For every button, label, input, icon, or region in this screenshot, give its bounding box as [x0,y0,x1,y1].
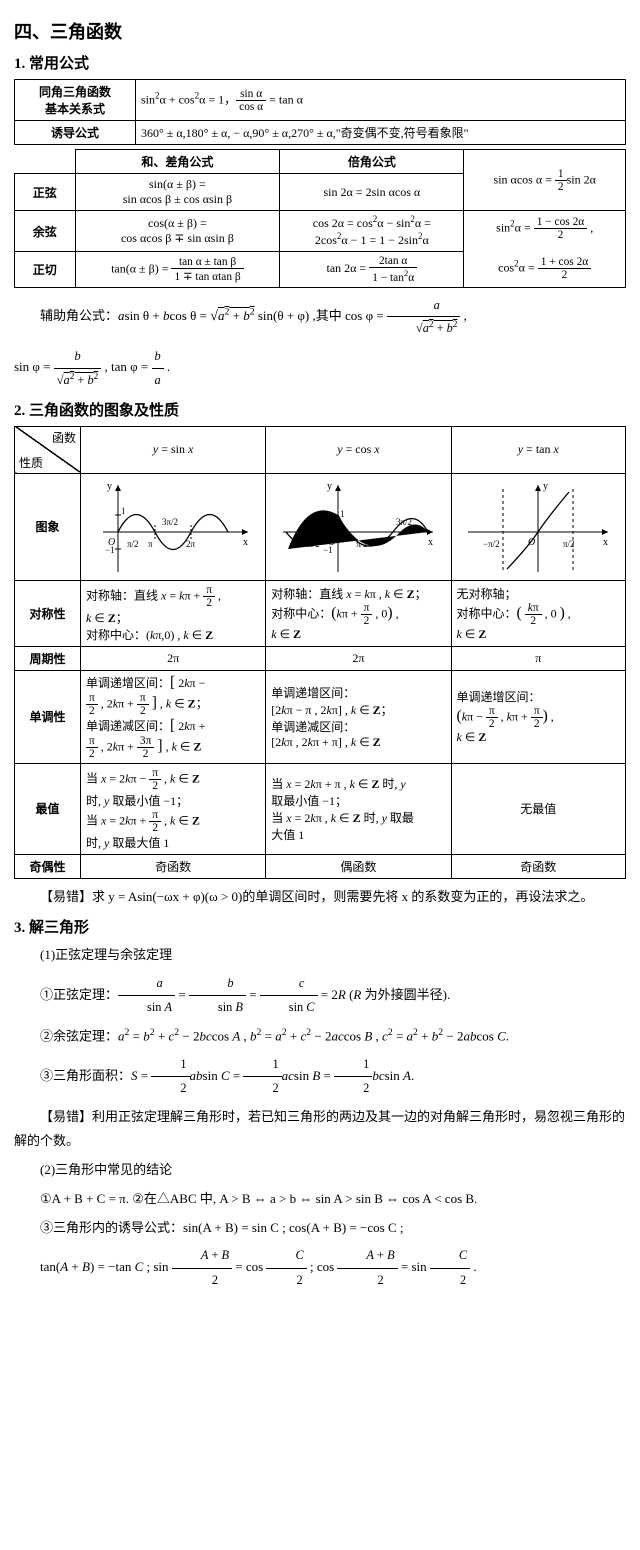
sin-double: sin 2α = 2sin αcos α [280,174,464,211]
row-label-tan: 正切 [15,252,76,288]
s3-law-sines: ①正弦定理：asin A = bsin B = csin C = 2R (R 为… [14,972,626,1020]
par-sin: 奇函数 [81,854,266,878]
sym-cos: 对称轴：直线 x = kπ , k ∈ Z；对称中心：(kπ + π2 , 0)… [266,580,451,646]
identity-cell: sin2α + cos2α = 1，sin αcos α = tan α [136,80,626,121]
row-graph: 图象 [15,473,81,580]
svg-text:3π/2: 3π/2 [396,517,412,527]
svg-text:−π/2: −π/2 [303,539,320,549]
ext-cos: 当 x = 2kπ + π , k ∈ Z 时, y取最小值 −1；当 x = … [266,763,451,854]
sum-diff-table: 和、差角公式倍角公式sin αcos α = 12sin 2α 正弦sin(α … [14,149,626,288]
svg-text:π: π [148,539,153,549]
col-tan: y = tan x [451,426,625,473]
s3-area: ③三角形面积：S = 12absin C = 12acsin B = 12bcs… [14,1053,626,1101]
svg-text:2π: 2π [186,539,196,549]
cos-sum: cos(α ± β) =cos αcos β ∓ sin αsin β [75,211,280,252]
per-tan: π [451,646,625,670]
svg-text:π/2: π/2 [563,539,575,549]
cos-double: cos 2α = cos2α − sin2α =2cos2α − 1 = 1 −… [280,211,464,252]
aux-angle-2: sin φ = b√a2 + b2 , tan φ = ba . [14,345,626,391]
sym-sin: 对称轴：直线 x = kπ + π2 ,k ∈ Z；对称中心：(kπ,0) , … [81,580,266,646]
col-sin: y = sin x [81,426,266,473]
section1-heading: 1. 常用公式 [14,52,626,73]
section2-heading: 2. 三角函数的图象及性质 [14,399,626,420]
svg-text:3π/2: 3π/2 [162,517,178,527]
mon-cos: 单调递增区间：[2kπ − π , 2kπ] , k ∈ Z；单调递减区间：[2… [266,670,451,763]
induction-cell: 360° ± α,180° ± α, − α,90° ± α,270° ± α,… [136,121,626,145]
diag-top: 函数 [52,429,76,446]
svg-text:y: y [327,481,332,492]
page-title: 四、三角函数 [14,18,626,44]
sin-graph: xyO1−1ππ/23π/22π [81,473,266,580]
tan-graph: x y O −π/2 π/2 [451,473,625,580]
svg-text:π/2: π/2 [356,539,368,549]
par-tan: 奇函数 [451,854,625,878]
row-label-cos: 余弦 [15,211,76,252]
svg-text:O: O [528,537,535,548]
svg-text:y: y [543,481,548,492]
mon-tan: 单调递增区间：(kπ − π2 , kπ + π2) ,k ∈ Z [451,670,625,763]
svg-text:x: x [243,537,248,548]
row-label-sin: 正弦 [15,174,76,211]
col-cos: y = cos x [266,426,451,473]
tan-sum: tan(α ± β) = tan α ± tan β1 ∓ tan αtan β [75,252,280,288]
per-cos: 2π [266,646,451,670]
s3-conclusion2: ③三角形内的诱导公式：sin(A + B) = sin C ; cos(A + … [14,1216,626,1241]
row-period: 周期性 [15,646,81,670]
svg-text:1: 1 [340,509,345,519]
section2-error-tip: 【易错】求 y = Asin(−ωx + φ)(ω > 0)的单调区间时，则需要… [14,885,626,908]
row-symmetry: 对称性 [15,580,81,646]
svg-text:1: 1 [121,506,126,516]
section3-heading: 3. 解三角形 [14,916,626,937]
svg-text:y: y [107,481,112,492]
ext-sin: 当 x = 2kπ − π2 , k ∈ Z时, y 取最小值 −1；当 x =… [81,763,266,854]
half-angle-cell: sin2α = 1 − cos 2α2 ,cos2α = 1 + cos 2α2 [464,211,626,288]
svg-text:−1: −1 [323,545,333,555]
svg-text:−1: −1 [105,545,115,555]
s3-conclusion1: ①A + B + C = π. ②在△ABC 中, A > B ⇔ a > b … [14,1187,626,1212]
par-cos: 偶函数 [266,854,451,878]
svg-text:π/2: π/2 [127,539,139,549]
diag-bottom: 性质 [19,454,43,471]
s3-error-tip: 【易错】利用正弦定理解三角形时，若已知三角形的两边及其一边的对角解三角形时，易忽… [14,1105,626,1154]
row-label: 诱导公式 [15,121,136,145]
mon-sin: 单调递增区间：[ 2kπ −π2 , 2kπ + π2 ] , k ∈ Z；单调… [81,670,266,763]
ext-tan: 无最值 [451,763,625,854]
svg-text:x: x [603,537,608,548]
col-header: 倍角公式 [280,150,464,174]
svg-text:−π/2: −π/2 [483,539,500,549]
col-header: 和、差角公式 [75,150,280,174]
trig-properties-table: 函数性质 y = sin x y = cos x y = tan x 图象 x y… [14,426,626,879]
s3-p1: (1)正弦定理与余弦定理 [14,943,626,968]
aux-angle-1: 辅助角公式：asin θ + bcos θ = √a2 + b2 sin(θ +… [14,294,626,340]
sin-sum: sin(α ± β) =sin αcos β ± cos αsin β [75,174,280,211]
identity-table: 同角三角函数基本关系式 sin2α + cos2α = 1，sin αcos α… [14,79,626,145]
s3-conclusion3: tan(A + B) = −tan C ; sin A + B2 = cos C… [14,1244,626,1292]
half-angle-cell: sin αcos α = 12sin 2α [464,150,626,211]
s3-p2: (2)三角形中常见的结论 [14,1158,626,1183]
row-monotone: 单调性 [15,670,81,763]
sym-tan: 无对称轴；对称中心：( kπ2 , 0 ) ,k ∈ Z [451,580,625,646]
row-extremum: 最值 [15,763,81,854]
row-label: 同角三角函数基本关系式 [15,80,136,121]
cos-graph: xyO1−1−π/2π/23π/2 [266,473,451,580]
row-parity: 奇偶性 [15,854,81,878]
s3-law-cosines: ②余弦定理：a2 = b2 + c2 − 2bccos A , b2 = a2 … [14,1024,626,1049]
tan-double: tan 2α = 2tan α1 − tan2α [280,252,464,288]
per-sin: 2π [81,646,266,670]
svg-text:x: x [428,537,433,548]
